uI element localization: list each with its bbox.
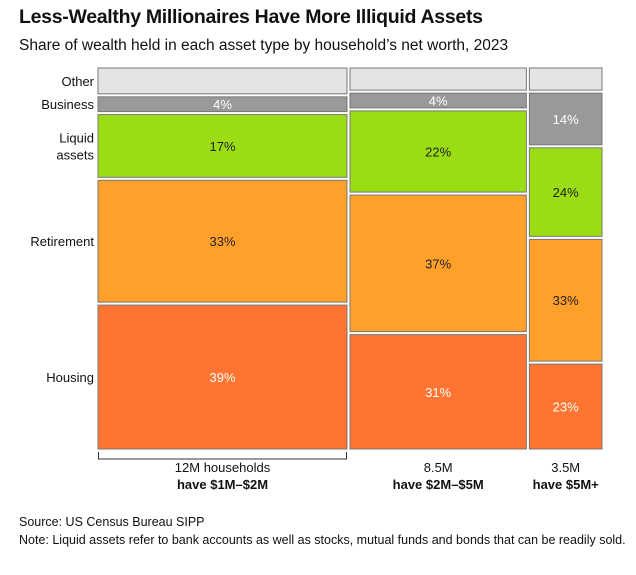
chart-subtitle: Share of wealth held in each asset type … <box>19 37 509 54</box>
row-label: Business <box>41 97 94 112</box>
segment-housing <box>528 363 603 450</box>
segment-other <box>528 67 603 91</box>
data-label: 31% <box>425 385 451 400</box>
column-label-bold: have $1M–$2M <box>177 477 268 492</box>
column-label-bold: have $2M–$5M <box>393 477 484 492</box>
segment-other <box>97 67 348 95</box>
row-label: Other <box>61 74 94 89</box>
data-label: 4% <box>213 97 232 112</box>
row-label: Liquid <box>59 130 94 145</box>
row-label: assets <box>56 147 94 162</box>
data-label: 33% <box>553 293 579 308</box>
source-note: Source: US Census Bureau SIPP <box>19 515 205 529</box>
data-label: 39% <box>209 370 235 385</box>
data-label: 33% <box>209 234 235 249</box>
data-label: 14% <box>553 112 579 127</box>
segment-retirement <box>97 179 348 303</box>
row-label: Housing <box>46 370 94 385</box>
data-label: 17% <box>209 139 235 154</box>
data-label: 4% <box>429 94 448 109</box>
segment-business <box>528 92 603 146</box>
segment-housing <box>349 334 527 450</box>
segment-liquid-assets <box>349 110 527 193</box>
bracket <box>98 452 347 460</box>
row-label: Retirement <box>30 234 94 249</box>
chart-title: Less-Wealthy Millionaires Have More Illi… <box>19 6 483 28</box>
segment-business <box>97 96 348 113</box>
segment-other <box>349 67 527 91</box>
column-label: 12M households <box>175 460 271 475</box>
data-label: 22% <box>425 144 451 159</box>
data-label: 23% <box>553 400 579 415</box>
segment-liquid-assets <box>528 147 603 237</box>
segment-retirement <box>349 194 527 333</box>
footnote: Note: Liquid assets refer to bank accoun… <box>19 533 626 547</box>
data-label: 37% <box>425 256 451 271</box>
segment-liquid-assets <box>97 114 348 178</box>
column-label-bold: have $5M+ <box>533 477 600 492</box>
data-label: 24% <box>553 185 579 200</box>
column-label: 8.5M <box>424 460 453 475</box>
segment-retirement <box>528 238 603 362</box>
segment-housing <box>97 304 348 450</box>
segment-business <box>349 92 527 109</box>
column-label: 3.5M <box>551 460 580 475</box>
